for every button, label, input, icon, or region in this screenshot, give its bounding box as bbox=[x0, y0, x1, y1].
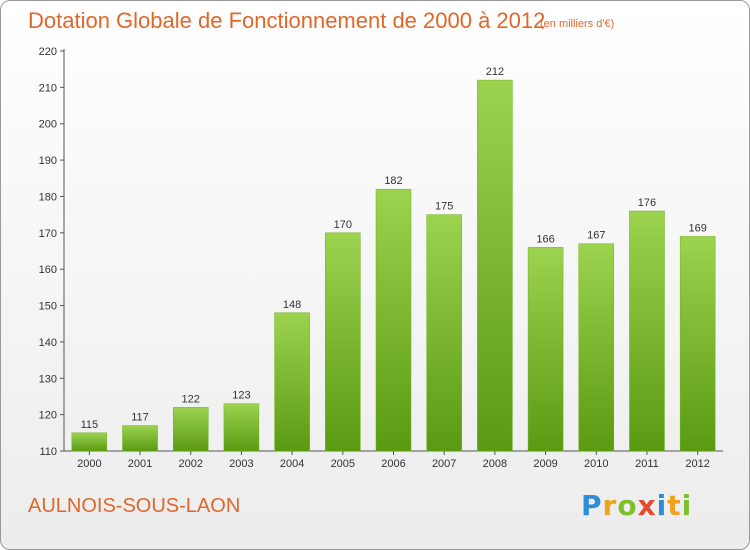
bar-value-label: 123 bbox=[232, 390, 250, 402]
x-tick-label: 2010 bbox=[584, 458, 608, 470]
bar-2010 bbox=[578, 243, 615, 452]
y-tick-label: 210 bbox=[39, 82, 57, 94]
chart-title: Dotation Globale de Fonctionnement de 20… bbox=[28, 8, 546, 33]
bar-value-label: 176 bbox=[638, 197, 656, 209]
bar-value-label: 122 bbox=[182, 393, 200, 405]
bar-value-label: 175 bbox=[435, 201, 453, 213]
x-tick-label: 2008 bbox=[483, 458, 507, 470]
y-tick-label: 110 bbox=[39, 446, 57, 458]
bar-2011 bbox=[629, 210, 665, 452]
x-tick-label: 2006 bbox=[381, 458, 405, 470]
bar-2001 bbox=[122, 425, 158, 452]
x-tick-label: 2005 bbox=[331, 458, 355, 470]
bar-value-label: 148 bbox=[283, 299, 301, 311]
bars: 115 117 122 123 148 170 182 175 212 166 167 176 169 bbox=[71, 66, 716, 452]
bar-value-label: 169 bbox=[688, 222, 706, 234]
y-tick-label: 170 bbox=[39, 228, 57, 240]
y-tick-label: 160 bbox=[39, 264, 57, 276]
bar-2008 bbox=[477, 79, 513, 452]
axes: 110 120 130 140 150 160 170 180 190 200 210 220 2000… bbox=[39, 46, 723, 470]
x-tick-label: 2012 bbox=[685, 458, 709, 470]
bar-value-label: 117 bbox=[131, 412, 149, 424]
x-tick-label: 2004 bbox=[280, 458, 304, 470]
x-tick-label: 2001 bbox=[128, 458, 152, 470]
y-tick-label: 200 bbox=[39, 119, 57, 131]
bar-2000 bbox=[71, 432, 108, 452]
bar-2009 bbox=[527, 247, 564, 452]
bar-2007 bbox=[426, 214, 462, 452]
proxiti-logo[interactable]: Proxiti bbox=[581, 489, 693, 522]
bar-value-label: 115 bbox=[81, 419, 99, 431]
x-tick-label: 2003 bbox=[229, 458, 253, 470]
bar-2012 bbox=[679, 236, 716, 452]
bar-2003 bbox=[223, 403, 260, 452]
bar-2002 bbox=[172, 407, 209, 452]
x-tick-label: 2011 bbox=[635, 458, 659, 470]
y-tick-label: 130 bbox=[39, 373, 57, 385]
y-tick-label: 140 bbox=[39, 337, 57, 349]
bar-2006 bbox=[375, 188, 412, 452]
bar-value-label: 167 bbox=[587, 230, 605, 242]
x-tick-label: 2009 bbox=[533, 458, 557, 470]
y-tick-label: 180 bbox=[39, 191, 57, 203]
bar-value-label: 212 bbox=[486, 66, 504, 78]
x-tick-label: 2000 bbox=[77, 458, 101, 470]
x-tick-label: 2002 bbox=[178, 458, 202, 470]
bar-2005 bbox=[325, 232, 361, 452]
bar-value-label: 182 bbox=[384, 175, 402, 187]
bar-value-label: 170 bbox=[334, 219, 352, 231]
commune-name: AULNOIS-SOUS-LAON bbox=[28, 495, 241, 517]
x-tick-label: 2007 bbox=[432, 458, 456, 470]
y-tick-label: 220 bbox=[39, 46, 57, 58]
y-tick-label: 190 bbox=[39, 155, 57, 167]
bar-2004 bbox=[274, 312, 310, 452]
chart-unit: (en milliers d'€) bbox=[540, 18, 615, 30]
y-tick-label: 150 bbox=[39, 301, 57, 313]
bar-value-label: 166 bbox=[536, 233, 554, 245]
y-tick-label: 120 bbox=[39, 410, 57, 422]
